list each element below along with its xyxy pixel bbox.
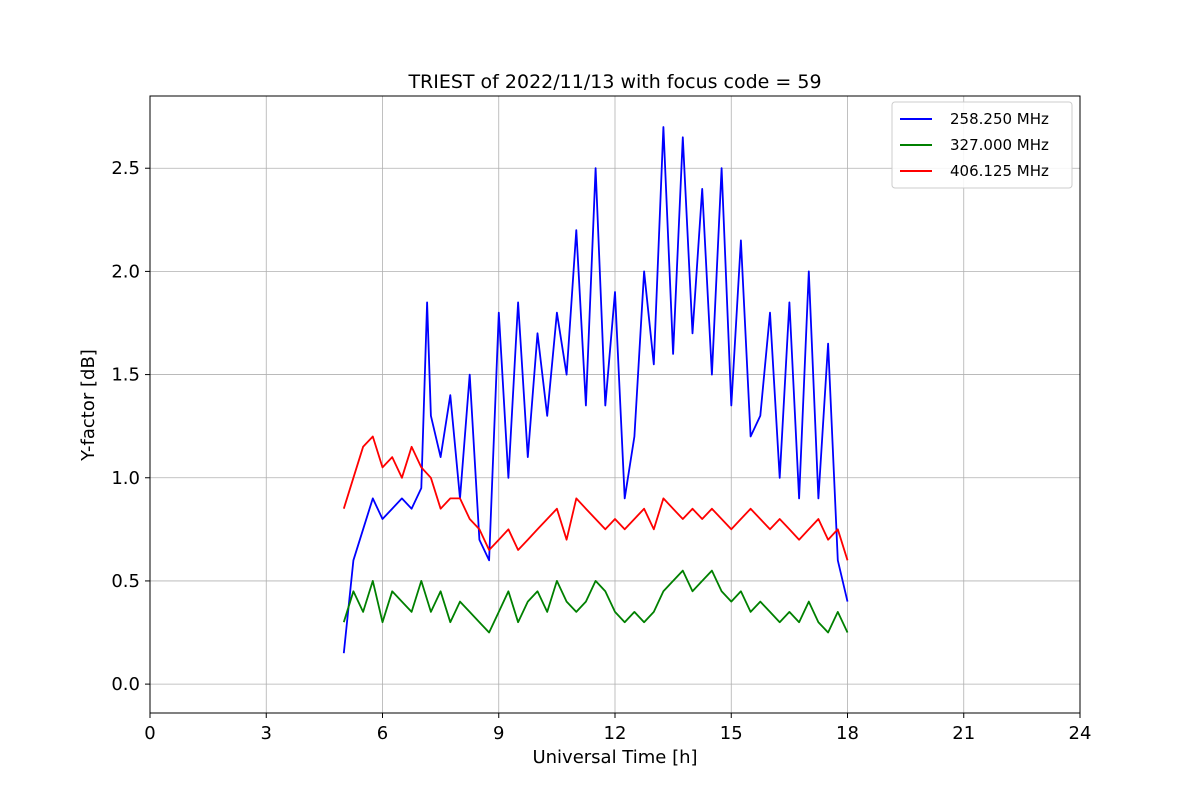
y-tick-label: 0.5 bbox=[111, 571, 140, 592]
grid bbox=[149, 96, 1081, 713]
legend-label-1: 258.250 MHz bbox=[950, 110, 1049, 128]
x-tick-label: 18 bbox=[836, 723, 859, 744]
legend-box bbox=[891, 101, 1073, 189]
y-tick-label: 2.5 bbox=[111, 158, 140, 179]
legend-label-3: 406.125 MHz bbox=[950, 162, 1049, 180]
y-tick-label: 1.0 bbox=[111, 468, 140, 489]
series-group bbox=[342, 126, 849, 654]
y-tick-label: 2.0 bbox=[111, 261, 140, 282]
x-tick-label: 9 bbox=[493, 723, 504, 744]
x-tick-label: 0 bbox=[144, 723, 155, 744]
x-axis-title: Universal Time [h] bbox=[532, 747, 697, 768]
y-tick-label: 0.0 bbox=[111, 674, 140, 695]
x-tick-label: 15 bbox=[720, 723, 743, 744]
series-line-1 bbox=[342, 126, 849, 654]
series-line-2 bbox=[342, 569, 849, 634]
series-line-3 bbox=[342, 435, 849, 561]
x-tick-label: 6 bbox=[377, 723, 388, 744]
y-axis-title: Y-factor [dB] bbox=[78, 349, 99, 462]
y-axis-ticks: 0.0 0.5 1.0 1.5 2.0 2.5 bbox=[111, 158, 150, 695]
x-tick-label: 3 bbox=[261, 723, 272, 744]
x-axis-ticks: 0 3 6 9 12 15 18 21 24 bbox=[144, 713, 1091, 744]
x-tick-label: 21 bbox=[952, 723, 975, 744]
legend-label-2: 327.000 MHz bbox=[950, 136, 1049, 154]
y-tick-label: 1.5 bbox=[111, 365, 140, 386]
chart-title: TRIEST of 2022/11/13 with focus code = 5… bbox=[407, 71, 821, 93]
x-tick-label: 12 bbox=[604, 723, 627, 744]
x-tick-label: 24 bbox=[1069, 723, 1092, 744]
legend: 258.250 MHz 327.000 MHz 406.125 MHz bbox=[891, 101, 1073, 189]
